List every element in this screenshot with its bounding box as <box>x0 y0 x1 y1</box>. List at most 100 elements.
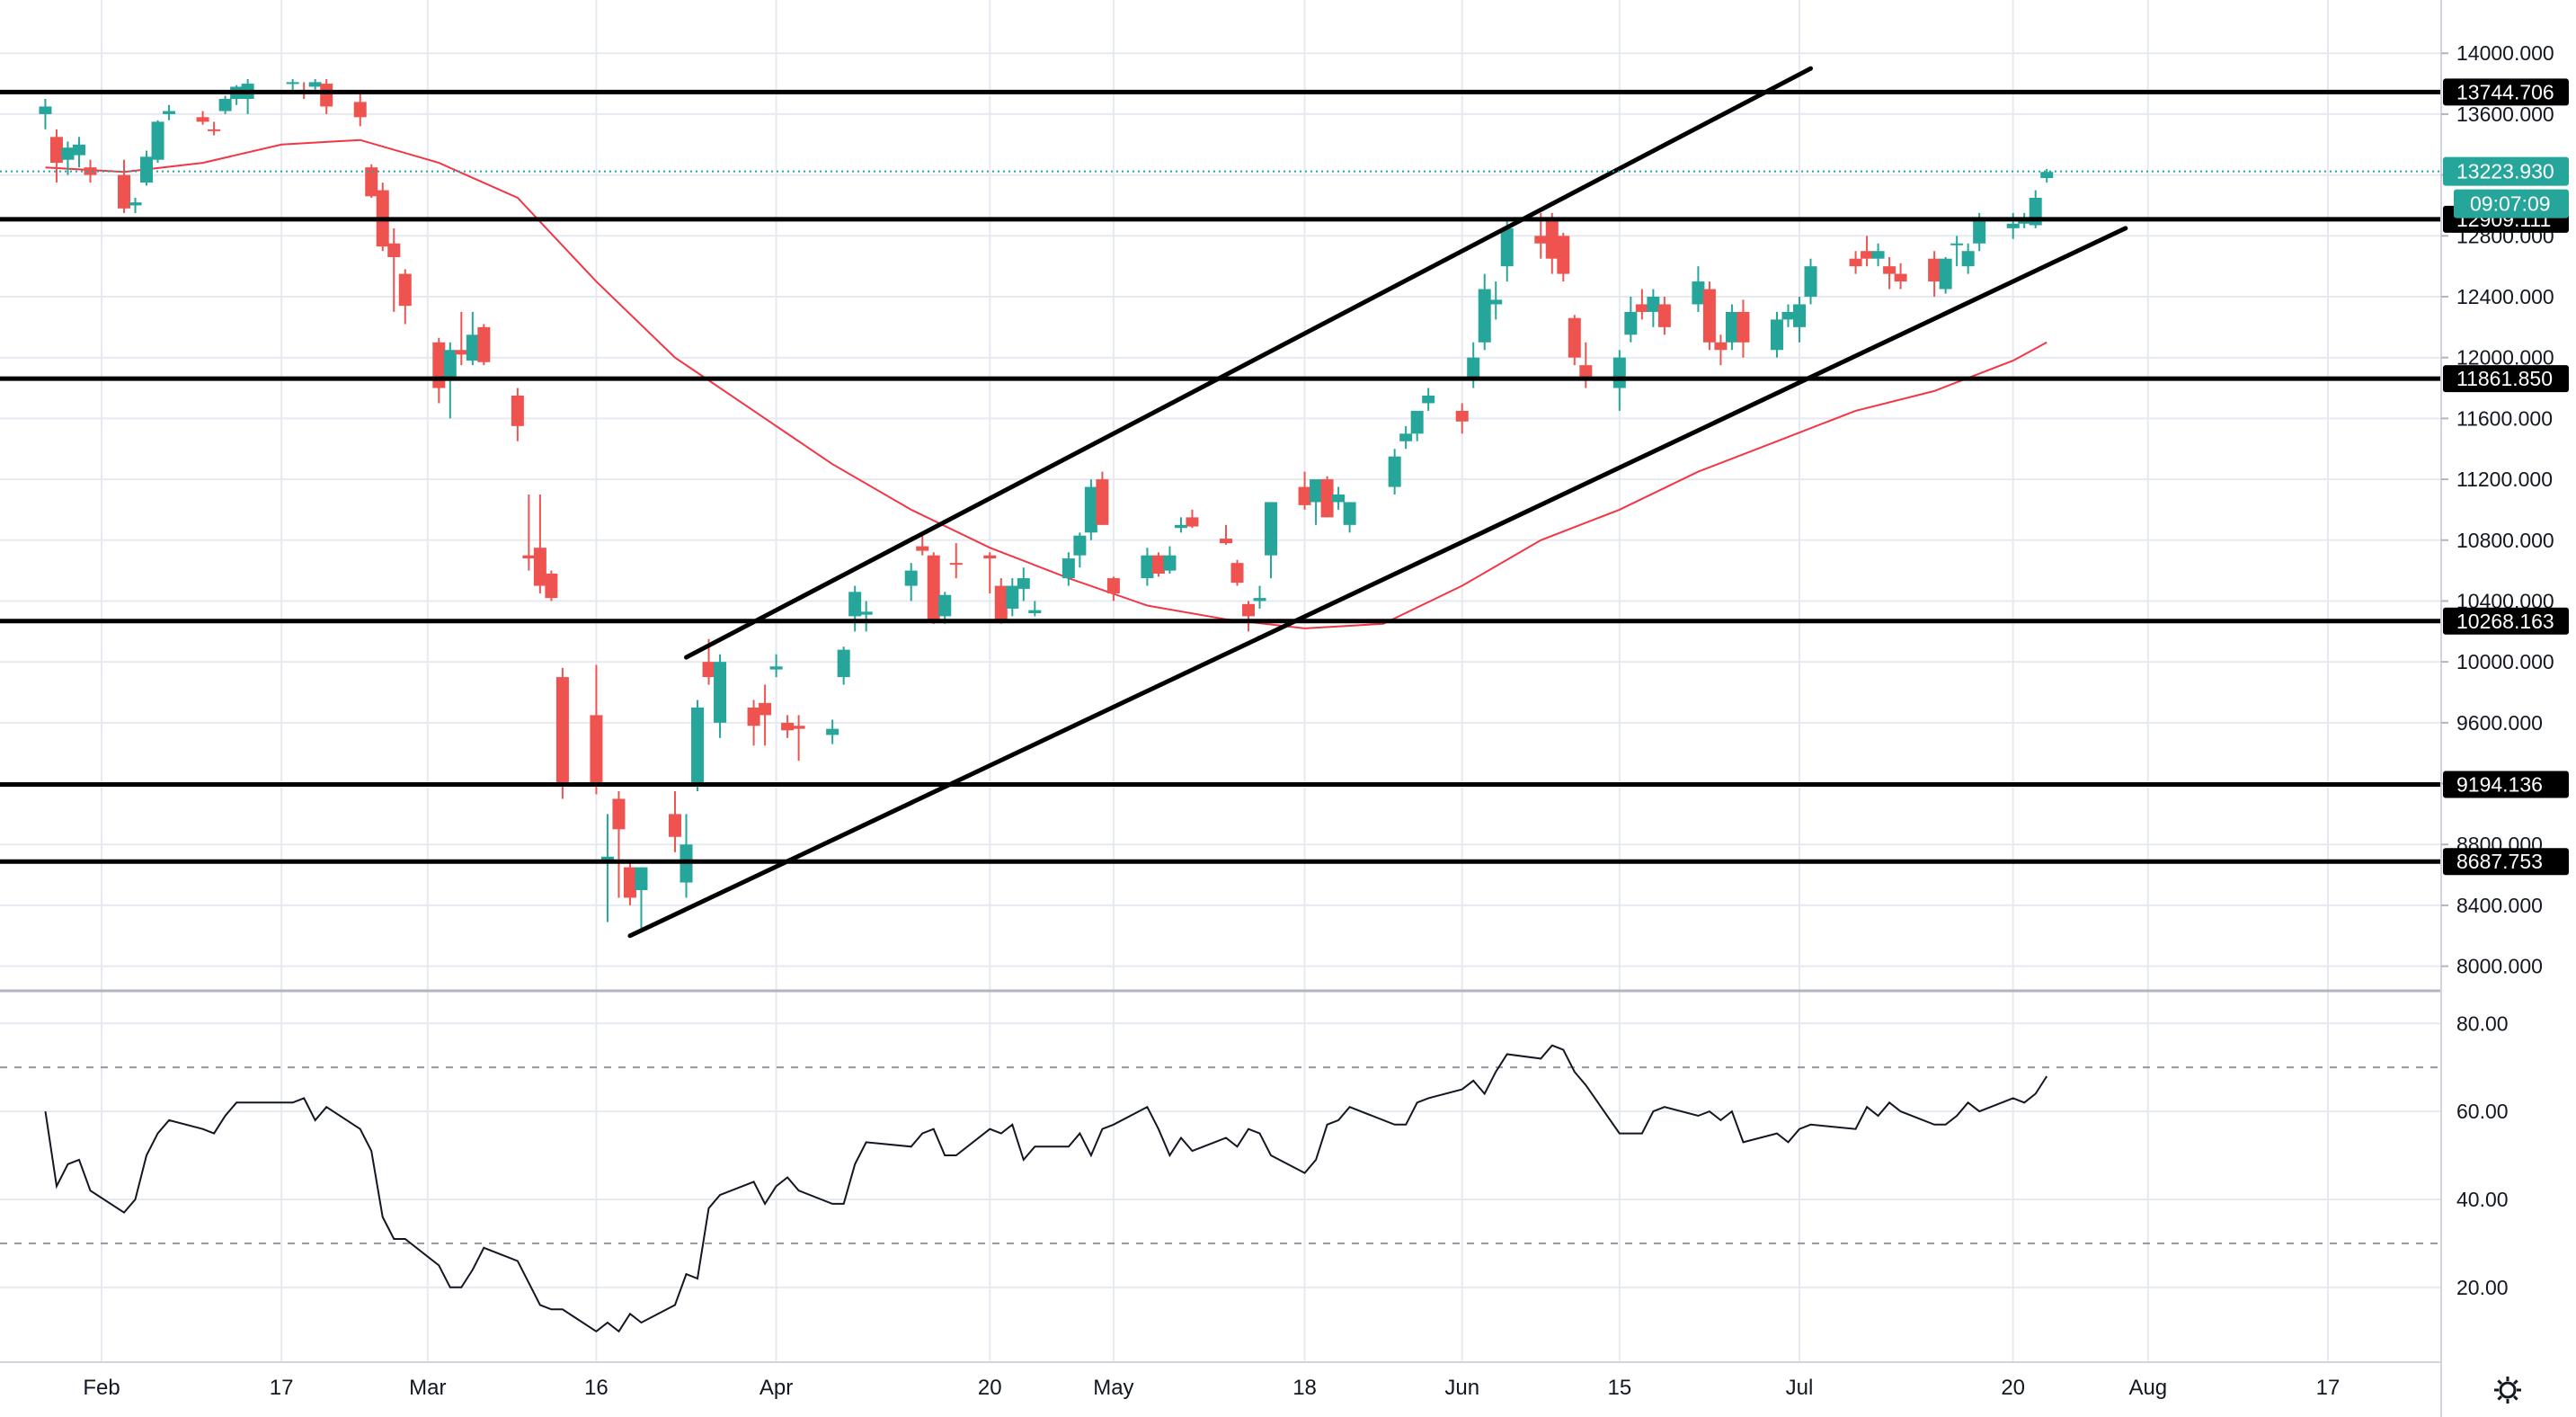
candle[interactable] <box>792 715 805 762</box>
candle[interactable] <box>747 700 760 746</box>
candle[interactable] <box>635 867 648 929</box>
candle[interactable] <box>1028 601 1042 617</box>
candle[interactable] <box>1242 601 1256 632</box>
candle[interactable] <box>983 552 997 593</box>
candle[interactable] <box>1635 289 1648 320</box>
candle[interactable] <box>669 791 682 852</box>
candle[interactable] <box>365 164 378 198</box>
candle[interactable] <box>1557 232 1570 282</box>
candle[interactable] <box>691 700 705 791</box>
candle[interactable] <box>1692 266 1705 312</box>
candle[interactable] <box>1320 476 1334 518</box>
candle[interactable] <box>353 91 367 127</box>
candle[interactable] <box>1961 243 1975 274</box>
candle[interactable] <box>590 664 603 795</box>
candle[interactable] <box>1647 289 1660 327</box>
candle[interactable] <box>455 311 468 366</box>
candle[interactable] <box>1410 410 1424 441</box>
settings-button[interactable] <box>2494 1377 2521 1404</box>
trend-line[interactable] <box>627 226 2128 939</box>
candle[interactable] <box>1624 297 1638 343</box>
candle[interactable] <box>163 104 176 120</box>
candle[interactable] <box>49 129 63 183</box>
candle[interactable] <box>286 79 299 90</box>
candle[interactable] <box>1793 297 1806 343</box>
candle[interactable] <box>848 585 862 632</box>
candle[interactable] <box>511 388 524 441</box>
horizontal-levels[interactable] <box>0 89 2441 864</box>
candle[interactable] <box>129 198 142 213</box>
candle[interactable] <box>84 159 97 183</box>
candle[interactable] <box>600 814 614 922</box>
candle[interactable] <box>477 324 491 366</box>
candle[interactable] <box>1163 546 1177 574</box>
candle[interactable] <box>1849 251 1862 274</box>
candle[interactable] <box>545 570 558 602</box>
candle[interactable] <box>714 654 727 738</box>
time-axis[interactable]: Feb 17 Mar 16 Apr 20 May 18 Jun 15 Jul 20 Aug 17 <box>0 1361 2441 1400</box>
candle[interactable] <box>218 95 232 114</box>
candle[interactable] <box>1737 299 1750 358</box>
candle[interactable] <box>1422 388 1435 411</box>
candle[interactable] <box>1073 532 1087 568</box>
candle[interactable] <box>612 791 626 898</box>
candle[interactable] <box>1568 315 1581 366</box>
candle[interactable] <box>2040 168 2054 183</box>
candle[interactable] <box>1141 548 1154 586</box>
candle[interactable] <box>398 269 412 325</box>
candle[interactable] <box>1545 212 1559 274</box>
candle[interactable] <box>1861 236 1874 267</box>
candle[interactable] <box>1939 257 1952 294</box>
candle[interactable] <box>533 495 546 593</box>
candle[interactable] <box>1186 509 1199 529</box>
candle[interactable] <box>1489 281 1503 320</box>
candle[interactable] <box>949 543 963 579</box>
candle[interactable] <box>994 578 1008 624</box>
candle[interactable] <box>859 601 873 632</box>
candle[interactable] <box>1928 251 1941 297</box>
candle[interactable] <box>837 646 850 685</box>
candle[interactable] <box>466 311 479 366</box>
candle[interactable] <box>938 592 952 624</box>
candle[interactable] <box>72 137 85 168</box>
candle[interactable] <box>1883 257 1896 290</box>
candle[interactable] <box>1265 502 1278 579</box>
candle[interactable] <box>555 667 569 799</box>
candle[interactable] <box>1230 559 1244 586</box>
candle[interactable] <box>1219 524 1232 545</box>
candle[interactable] <box>1253 585 1266 609</box>
candle[interactable] <box>1061 552 1075 586</box>
candle[interactable] <box>1017 567 1030 602</box>
candle[interactable] <box>916 532 929 556</box>
candle[interactable] <box>1174 517 1187 533</box>
candle[interactable] <box>1714 334 1728 366</box>
candle[interactable] <box>1781 304 1795 327</box>
candle[interactable] <box>320 79 333 114</box>
candle[interactable] <box>140 150 154 186</box>
candle[interactable] <box>1006 578 1019 617</box>
candle[interactable] <box>769 654 783 678</box>
candle[interactable] <box>118 159 131 213</box>
candle[interactable] <box>1894 263 1907 290</box>
candle[interactable] <box>623 860 636 905</box>
candle[interactable] <box>387 227 401 312</box>
candle[interactable] <box>196 111 209 125</box>
candle[interactable] <box>1151 552 1165 577</box>
candle[interactable] <box>1106 576 1120 602</box>
candle[interactable] <box>1478 273 1491 351</box>
candle[interactable] <box>208 121 221 136</box>
candle[interactable] <box>1310 479 1323 525</box>
candle[interactable] <box>826 719 839 744</box>
candle[interactable] <box>781 715 795 738</box>
candle[interactable] <box>1084 479 1097 540</box>
candle[interactable] <box>522 495 536 571</box>
candle[interactable] <box>1455 403 1469 434</box>
candle[interactable] <box>39 99 52 129</box>
candle[interactable] <box>1702 281 1716 351</box>
candle[interactable] <box>151 120 164 164</box>
candle[interactable] <box>904 563 918 602</box>
candle[interactable] <box>1343 502 1356 533</box>
candle[interactable] <box>1725 304 1738 351</box>
rsi-pane[interactable] <box>0 1044 2441 1333</box>
candle[interactable] <box>1388 449 1401 495</box>
